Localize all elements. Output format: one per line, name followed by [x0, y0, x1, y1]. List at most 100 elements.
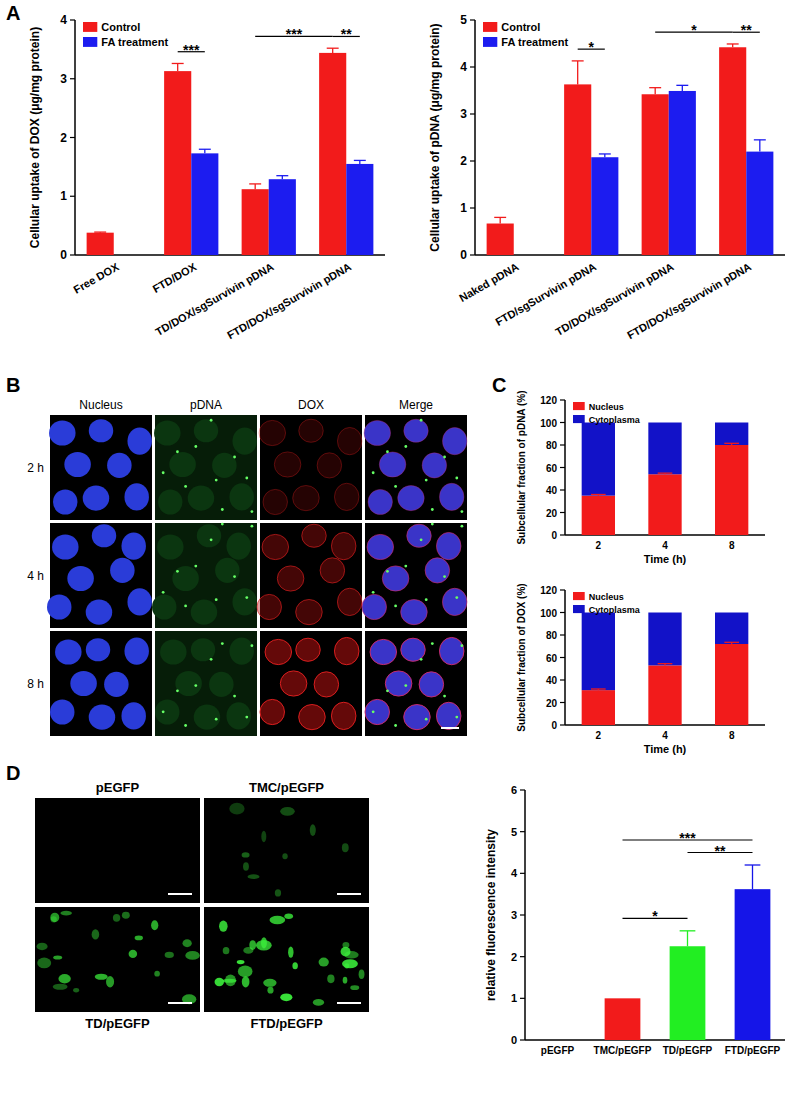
gfp-signal — [342, 959, 358, 968]
pdna-dot — [461, 644, 464, 647]
bar — [487, 224, 514, 255]
y-tick-label: 100 — [540, 608, 557, 619]
bar — [591, 157, 618, 255]
cell — [226, 532, 250, 559]
annotation: ** — [715, 843, 726, 859]
error-cap — [754, 139, 766, 140]
nucleus — [86, 600, 113, 625]
annotation: *** — [286, 26, 303, 42]
gfp-signal — [95, 974, 108, 980]
confocal-grid: NucleuspDNADOXMerge2 h4 h8 h — [27, 398, 467, 736]
gfp-signal — [319, 958, 329, 967]
merge-cell — [362, 594, 386, 619]
y-tick — [70, 137, 75, 138]
pdna-dot — [233, 695, 236, 698]
y-tick-label: 3 — [511, 909, 517, 921]
gfp-signal — [267, 987, 273, 994]
nucleus — [121, 532, 145, 559]
legend: NucleusCytoplasma — [573, 592, 641, 615]
gfp-signal — [151, 920, 158, 930]
cell — [209, 672, 233, 697]
cell — [154, 420, 181, 445]
pdna-dot — [162, 591, 165, 594]
bar — [719, 47, 746, 255]
bar — [605, 998, 641, 1040]
nucleus — [50, 699, 74, 724]
dox-signal — [334, 637, 358, 664]
gfp-signal — [53, 955, 62, 959]
row-label: 8 h — [27, 677, 44, 691]
micrograph — [155, 415, 257, 520]
pdna-dot — [251, 510, 254, 513]
gfp-signal — [51, 916, 57, 922]
pdna-dot — [420, 538, 423, 541]
error-cap — [94, 231, 106, 232]
legend-swatch — [573, 605, 585, 613]
y-tick — [520, 789, 525, 790]
x-tick-label: TD/DOX/sgSurvivin pDNA — [553, 260, 675, 338]
nucleus — [49, 420, 76, 445]
y-tick-label: 60 — [546, 463, 558, 474]
micrograph — [365, 631, 467, 736]
pdna-dot — [215, 718, 218, 721]
y-tick — [560, 489, 565, 490]
gfp-signal — [284, 914, 293, 919]
error-bar — [255, 184, 256, 189]
nucleus — [83, 486, 110, 511]
annotation: * — [691, 22, 697, 38]
gfp-signal — [282, 853, 287, 859]
gfp-signal — [280, 993, 292, 1001]
legend-swatch — [83, 22, 97, 32]
x-tick-label: TD/pEGFP — [663, 1045, 713, 1056]
error-bar — [655, 88, 656, 95]
cell — [194, 705, 221, 730]
y-tick-label: 0 — [460, 248, 467, 262]
nucleus — [55, 639, 82, 664]
y-tick-label: 20 — [546, 698, 558, 709]
cell — [212, 453, 236, 478]
gfp-signal — [238, 966, 253, 978]
annotation: ** — [341, 26, 352, 42]
pdna-dot — [176, 450, 179, 453]
dox-signal — [331, 532, 355, 559]
micrograph — [50, 631, 152, 736]
legend: NucleusCytoplasma — [573, 402, 641, 425]
gfp-signal — [60, 911, 71, 916]
merge-cell — [404, 705, 431, 730]
nucleus — [70, 671, 97, 696]
nucleus — [86, 638, 110, 661]
chart: 01234Cellular uptake of DOX (μg/mg prote… — [28, 13, 385, 341]
x-axis-label: Time (h) — [644, 553, 687, 565]
gfp-signal — [185, 951, 199, 960]
gfp-signal — [242, 976, 250, 987]
bar — [87, 233, 114, 255]
y-tick-label: 40 — [546, 485, 558, 496]
gfp-signal — [256, 940, 272, 951]
gfp-signal — [73, 988, 79, 992]
dox-signal — [317, 453, 341, 478]
y-tick-label: 0 — [511, 1034, 517, 1046]
bar — [582, 613, 615, 691]
gfp-signal — [92, 929, 100, 939]
pdna-dot — [443, 575, 446, 578]
cell — [157, 534, 184, 559]
gfp-signal — [342, 942, 349, 948]
error-bars — [680, 865, 761, 946]
error-cap — [649, 87, 661, 88]
image-label: FTD/pEGFP — [250, 1016, 323, 1031]
y-tick-label: 2 — [60, 131, 67, 145]
pdna-dot — [372, 471, 375, 474]
pdna-dot — [194, 684, 197, 687]
error-bar — [759, 140, 760, 152]
merge-cell — [365, 699, 389, 724]
nucleus — [64, 452, 91, 477]
gfp-signal — [327, 974, 334, 983]
pdna-dot — [210, 538, 213, 541]
error-cap — [727, 43, 739, 44]
micrograph — [35, 907, 200, 1012]
panel-label: D — [6, 762, 20, 784]
bar — [648, 613, 681, 666]
pdna-dot — [455, 596, 458, 599]
marks — [605, 889, 771, 1040]
dox-signal — [314, 672, 338, 697]
